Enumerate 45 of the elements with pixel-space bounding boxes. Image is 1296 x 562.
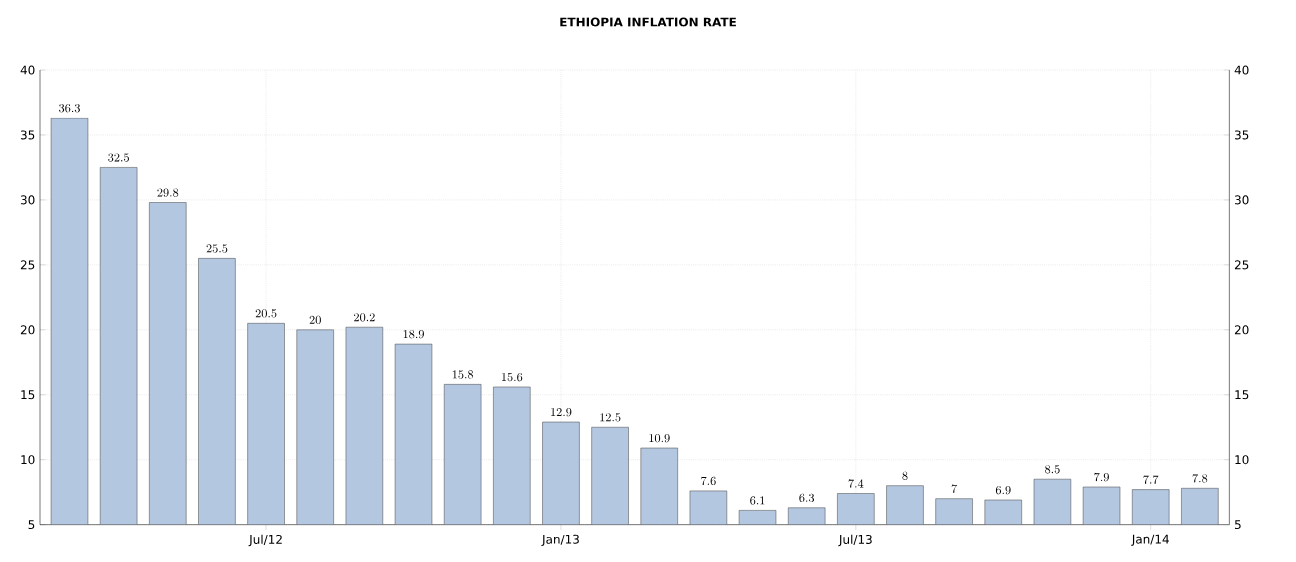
data-label: 25.5	[206, 244, 228, 253]
data-label: 20.5	[255, 309, 277, 318]
data-label: 7.6	[701, 476, 716, 486]
data-label: 15.6	[501, 372, 523, 382]
data-label: 7.9	[1094, 472, 1109, 482]
data-label: 6.3	[799, 493, 815, 503]
x-tick-label: Jul/12	[248, 534, 282, 547]
data-label: 8.5	[1045, 465, 1060, 474]
x-tick-label: Jan/13	[541, 534, 579, 547]
y-tick-label: 20	[20, 325, 35, 335]
y2-tick-label: 20	[1234, 325, 1249, 335]
data-label: 15.8	[452, 370, 474, 379]
y2-tick-label: 5	[1234, 520, 1241, 530]
y-tick-label: 10	[21, 455, 35, 465]
data-label: 32.5	[108, 153, 129, 162]
data-label: 18.9	[403, 330, 424, 339]
data-label: 10.9	[649, 433, 670, 443]
data-label: 8	[902, 471, 908, 480]
y-tick-label: 30	[20, 195, 35, 205]
x-tick-label: Jul/13	[838, 534, 872, 547]
y2-tick-label: 25	[1234, 260, 1249, 270]
data-label: 29.8	[157, 188, 179, 197]
y-tick-label: 35	[20, 130, 35, 140]
data-label: 12.9	[551, 408, 572, 417]
data-label: 12.5	[600, 413, 621, 422]
data-label: 6. 1	[750, 496, 765, 505]
data-label: 7.4	[848, 479, 864, 488]
y2-tick-label: 30	[1234, 195, 1249, 205]
y-tick-label: 40	[20, 65, 35, 75]
y2-tick-label: 40	[1234, 65, 1249, 75]
data-label: 20	[309, 315, 321, 325]
chart-title: ETHIOPIA INFLATION RATE	[560, 17, 736, 27]
y2-tick-label: 10	[1235, 455, 1249, 465]
data-label: 7.7	[1143, 475, 1159, 484]
y-tick-label: 5	[28, 520, 35, 530]
data-label: 7	[951, 484, 958, 493]
data-label: 6.9	[995, 485, 1011, 495]
data-label: 20.2	[354, 313, 375, 322]
data-label: 7.8	[1192, 474, 1208, 483]
data-label: 36.3	[59, 104, 80, 113]
y-tick-label: 15	[21, 390, 35, 400]
y2-tick-label: 15	[1235, 390, 1249, 400]
y-tick-label: 25	[20, 260, 35, 270]
x-tick-label: Jan/14	[1131, 534, 1169, 546]
y2-tick-label: 35	[1234, 130, 1249, 140]
